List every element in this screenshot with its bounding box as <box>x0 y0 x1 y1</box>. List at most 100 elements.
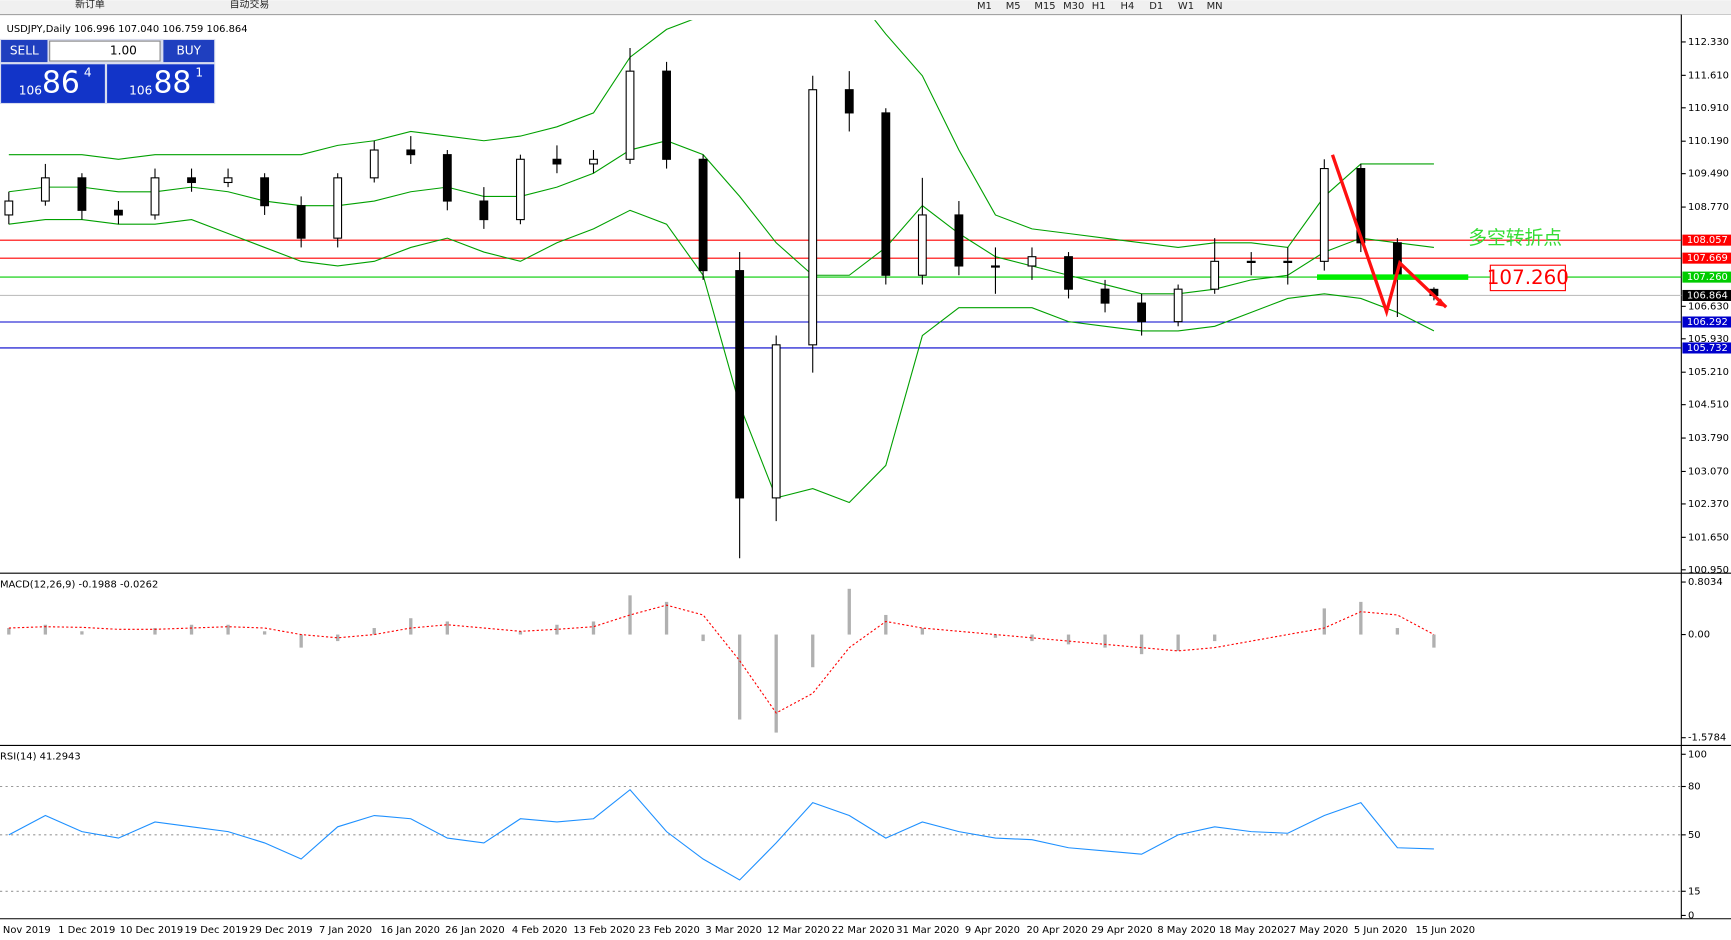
macd-bar <box>628 595 632 635</box>
signal-line <box>8 604 1435 714</box>
macd-bar <box>1176 634 1180 651</box>
price-axis-area <box>1681 14 1731 940</box>
candle-body <box>1356 168 1366 244</box>
macd-bar <box>1359 601 1363 635</box>
lots-value[interactable]: 1.00 <box>110 44 137 58</box>
toolbar-button: 自动交易 <box>230 0 270 11</box>
macd-bar <box>664 601 669 635</box>
candle-body <box>954 214 964 267</box>
x-tick-label: 9 Apr 2020 <box>965 925 1020 936</box>
x-tick-label: 22 Mar 2020 <box>832 925 895 936</box>
candle-body <box>1246 260 1256 263</box>
level-tag-label: 108.057 <box>1687 235 1728 246</box>
buy-button[interactable] <box>163 40 215 63</box>
macd-bar <box>445 621 449 635</box>
lots-input[interactable] <box>49 40 161 62</box>
candle-body <box>808 89 818 346</box>
macd-bar <box>262 631 267 635</box>
macd-bar <box>518 631 523 635</box>
toolbar <box>0 0 1731 15</box>
macd-bar <box>336 634 340 642</box>
candle-body <box>625 70 635 160</box>
y-tick-label: 0.8034 <box>1688 577 1723 588</box>
bid-box[interactable] <box>1 64 105 103</box>
candle-body <box>333 177 343 239</box>
x-tick-label: 18 May 2020 <box>1219 925 1284 936</box>
candle-body <box>479 200 489 221</box>
candle-body <box>991 265 1000 268</box>
macd-bar <box>80 631 84 635</box>
level-tag <box>1682 271 1731 283</box>
y-tick-label: 101.650 <box>1688 532 1729 543</box>
timeframe-button[interactable]: H4 <box>1121 1 1135 12</box>
x-tick-label: 3 Mar 2020 <box>705 925 762 936</box>
candle-body <box>1210 260 1220 290</box>
timeframe-button[interactable]: H1 <box>1092 1 1106 12</box>
candle-body <box>1137 302 1147 323</box>
macd-bar <box>737 634 742 720</box>
x-tick-label: 12 Mar 2020 <box>767 925 830 936</box>
macd-bar <box>1139 634 1144 655</box>
level-tag <box>1682 342 1731 354</box>
ask-pips: 88 <box>153 66 191 101</box>
sell-button[interactable] <box>1 40 48 63</box>
x-tick-label: 19 Dec 2019 <box>184 925 247 936</box>
macd-bar <box>299 634 303 648</box>
candle-body <box>150 177 160 216</box>
x-tick-label: 29 Apr 2020 <box>1091 925 1152 936</box>
timeframe-button[interactable]: M30 <box>1063 1 1084 12</box>
candle-body <box>917 214 927 276</box>
arrow-head <box>1435 298 1447 308</box>
timeframe-button[interactable]: MN <box>1207 1 1223 12</box>
macd-bar <box>555 624 559 635</box>
macd-bar <box>701 634 705 642</box>
macd-bar <box>1103 634 1107 648</box>
ask-point: 1 <box>195 66 203 80</box>
x-tick-label: 1 Dec 2019 <box>58 925 115 936</box>
candle-body <box>698 158 708 272</box>
candle-body <box>1027 256 1037 267</box>
timeframe-button[interactable]: W1 <box>1178 1 1194 12</box>
buy-label[interactable]: BUY <box>176 44 201 58</box>
candle-body <box>187 177 196 184</box>
timeframe-button[interactable]: D1 <box>1149 1 1163 12</box>
macd-bar <box>1432 634 1436 648</box>
y-tick-label: 105.210 <box>1688 367 1729 378</box>
y-tick-label: 104.510 <box>1688 400 1729 411</box>
macd-bar <box>1395 628 1400 635</box>
timeframe-button[interactable]: M5 <box>1006 1 1021 12</box>
timeframe-button[interactable]: M1 <box>977 1 992 12</box>
level-tag-label: 106.864 <box>1687 290 1728 301</box>
candle-body <box>735 270 745 499</box>
macd-bar <box>811 634 815 668</box>
x-tick-label: 29 Dec 2019 <box>249 925 312 936</box>
macd-bar <box>1030 634 1034 642</box>
sell-label[interactable]: SELL <box>10 44 39 58</box>
candle-body <box>771 344 781 499</box>
candle-body <box>844 89 854 114</box>
bid-pips: 86 <box>42 66 80 101</box>
y-tick-label: 50 <box>1688 830 1701 841</box>
candle-body <box>4 200 14 216</box>
candle-body <box>114 209 123 216</box>
macd-bar <box>1322 608 1326 635</box>
macd-bar <box>591 621 596 635</box>
candle-body <box>369 149 379 179</box>
y-tick-label: 102.370 <box>1688 499 1729 510</box>
y-tick-label: 110.190 <box>1688 136 1729 147</box>
macd-bar <box>226 624 230 635</box>
trend-drawing <box>1330 154 1448 318</box>
candle-body <box>40 177 50 202</box>
macd-bar <box>7 628 11 635</box>
candle-body <box>515 158 525 221</box>
x-tick-label: 5 Jun 2020 <box>1354 925 1407 936</box>
ask-box[interactable] <box>107 64 215 103</box>
candle-body <box>260 177 270 207</box>
x-tick-label: 23 Feb 2020 <box>638 925 700 936</box>
timeframe-button[interactable]: M15 <box>1034 1 1055 12</box>
bollinger-middle <box>8 140 1434 295</box>
bid-point: 4 <box>84 66 92 80</box>
bollinger-upper <box>8 20 1434 249</box>
